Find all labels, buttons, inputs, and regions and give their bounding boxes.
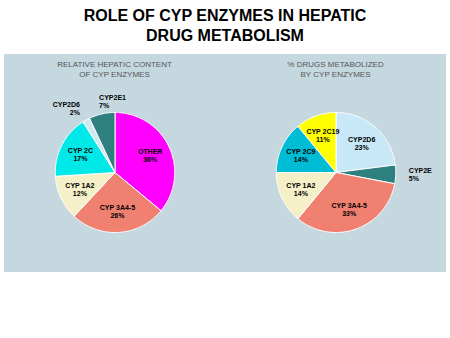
html-text:RELATIVE HEPATIC CONTENT OF CY: RELATIVE HEPATIC CONTENT OF CYP ENZYMES <box>57 60 172 79</box>
svg-text:CYP 1A212%: CYP 1A212% <box>65 182 94 197</box>
svg-text:CYP 2C1911%: CYP 2C1911% <box>306 128 339 143</box>
svg-text:OTHER36%: OTHER36% <box>138 148 163 163</box>
svg-text:CYP2D623%: CYP2D623% <box>348 136 375 151</box>
svg-text:CYP2E17%: CYP2E17% <box>99 94 126 109</box>
svg-text:CYP 2C17%: CYP 2C17% <box>68 147 93 162</box>
html-text:ROLE OF CYP ENZYMES IN HEPATIC: ROLE OF CYP ENZYMES IN HEPATIC DRUG META… <box>83 7 367 44</box>
svg-text:CYP 3A4-526%: CYP 3A4-526% <box>100 204 135 219</box>
svg-text:CYP 2C914%: CYP 2C914% <box>286 148 315 163</box>
svg-text:CYP2E5%: CYP2E5% <box>409 167 432 182</box>
svg-text:CYP 3A4-533%: CYP 3A4-533% <box>332 202 367 217</box>
svg-text:CYP2D62%: CYP2D62% <box>53 101 81 116</box>
svg-text:CYP 1A214%: CYP 1A214% <box>286 182 315 197</box>
html-text:% DRUGS METABOLIZED BY CYP ENZ: % DRUGS METABOLIZED BY CYP ENZYMES <box>287 60 384 79</box>
